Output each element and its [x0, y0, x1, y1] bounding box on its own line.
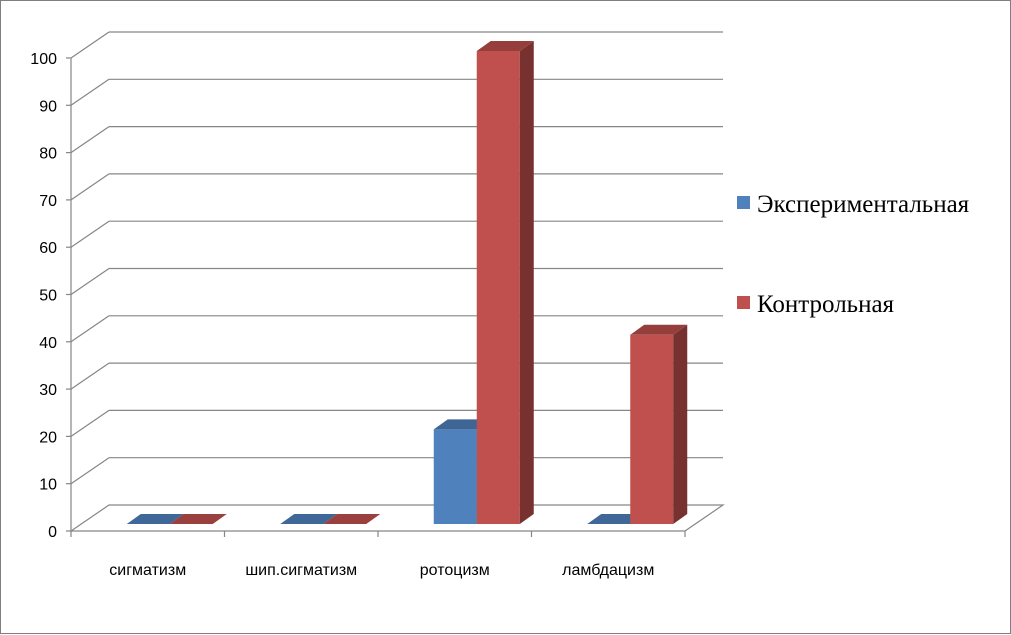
bar-experimental-0	[126, 514, 184, 524]
gridline-side	[70, 31, 110, 59]
legend-label: Контрольная	[757, 291, 895, 318]
bar-top	[433, 419, 491, 430]
legend-item-experimental: Экспериментальная	[737, 191, 970, 218]
bar-side	[519, 41, 534, 524]
y-tick-label: 50	[39, 288, 57, 305]
bar-experimental-3	[587, 514, 645, 524]
x-tick-label: ротоцизм	[420, 562, 490, 579]
bars	[126, 41, 688, 524]
bar-control-0	[169, 514, 227, 524]
gridline-side	[70, 268, 110, 295]
legend-swatch	[737, 296, 750, 309]
bar-control-1	[323, 514, 381, 524]
y-tick-label: 60	[39, 240, 57, 257]
floor	[69, 504, 725, 532]
bar-top	[323, 514, 381, 524]
legend-swatch	[737, 196, 750, 209]
bar-control-3	[630, 324, 688, 524]
gridline-side	[70, 362, 110, 390]
gridline-side	[70, 78, 110, 106]
bar-top	[280, 514, 338, 524]
bar-top	[126, 514, 184, 524]
bar-top	[169, 514, 227, 524]
bar-experimental-1	[280, 514, 338, 524]
y-tick-label: 40	[39, 335, 57, 352]
bar-side	[673, 324, 688, 524]
x-tick-label: сигматизм	[109, 562, 186, 579]
legend-item-control: Контрольная	[737, 291, 895, 318]
y-tick-label: 80	[39, 146, 57, 163]
legend-label: Экспериментальная	[757, 191, 970, 218]
x-tick-label: ламбдацизм	[562, 562, 654, 579]
gridline-side	[70, 315, 110, 343]
y-axis-ticks: 0 10 20 30 40 50 60 70 80 90 100	[30, 51, 72, 541]
gridline-side	[70, 173, 110, 201]
x-tick-label: шип.сигматизм	[245, 562, 357, 579]
bar-front	[476, 51, 520, 524]
bar-control-2	[476, 41, 534, 524]
y-tick-label: 30	[39, 382, 57, 399]
bar-top	[587, 514, 645, 524]
legend: Экспериментальная Контрольная	[737, 191, 970, 318]
y-tick-label: 90	[39, 98, 57, 115]
gridline-side	[70, 126, 110, 154]
bar-top	[630, 324, 688, 335]
chart-walls	[69, 504, 725, 532]
bar-front	[433, 429, 477, 524]
y-tick-label: 70	[39, 193, 57, 210]
bar-front	[630, 334, 674, 524]
gridline-side	[70, 409, 110, 437]
y-tick-label: 100	[30, 51, 57, 68]
y-tick-label: 20	[39, 429, 57, 446]
y-tick-label: 10	[39, 477, 57, 494]
bar-top	[476, 41, 534, 51]
gridline-side	[70, 220, 110, 248]
gridlines	[70, 31, 723, 485]
gridline-side	[70, 457, 110, 485]
y-tick-label: 0	[48, 524, 57, 541]
x-axis-labels: сигматизм шип.сигматизм ротоцизм ламбдацизм	[70, 531, 686, 579]
